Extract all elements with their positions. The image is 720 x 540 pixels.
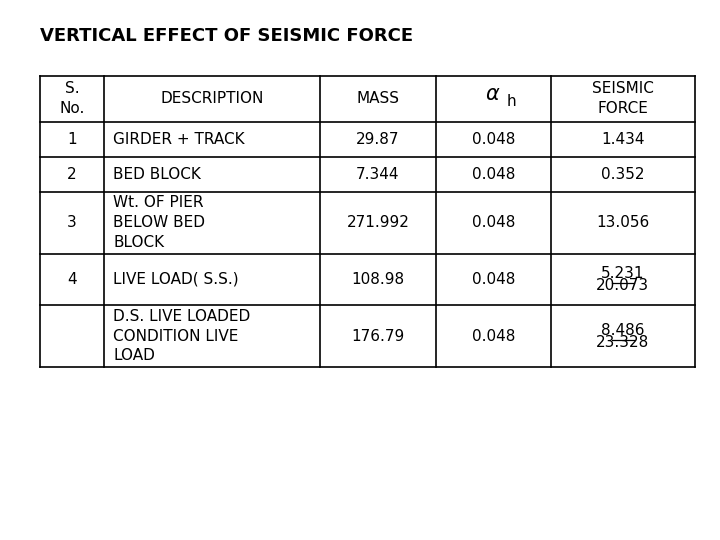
Text: DESCRIPTION: DESCRIPTION [161,91,264,106]
Text: 0.048: 0.048 [472,167,515,181]
Text: 1: 1 [67,132,77,146]
Text: 0.352: 0.352 [601,167,644,181]
Text: 0.048: 0.048 [472,215,515,230]
Text: 23.328: 23.328 [596,335,649,349]
Text: 5.231: 5.231 [601,266,644,281]
Text: 176.79: 176.79 [351,329,405,343]
Text: MASS: MASS [356,91,400,106]
Text: 108.98: 108.98 [351,272,405,287]
Text: 8.486: 8.486 [601,323,644,338]
Text: h: h [506,94,516,109]
Text: 2: 2 [67,167,77,181]
Text: 3: 3 [67,215,77,230]
Text: 0.048: 0.048 [472,132,515,146]
Text: 0.048: 0.048 [472,329,515,343]
Text: 29.87: 29.87 [356,132,400,146]
Text: D.S. LIVE LOADED
CONDITION LIVE
LOAD: D.S. LIVE LOADED CONDITION LIVE LOAD [113,309,251,363]
Text: Wt. OF PIER
BELOW BED
BLOCK: Wt. OF PIER BELOW BED BLOCK [113,195,205,250]
Text: 1.434: 1.434 [601,132,644,146]
Text: GIRDER + TRACK: GIRDER + TRACK [113,132,245,146]
Text: 7.344: 7.344 [356,167,400,181]
Text: BED BLOCK: BED BLOCK [113,167,201,181]
Text: $\alpha$: $\alpha$ [485,84,501,104]
Text: 4: 4 [67,272,77,287]
Text: LIVE LOAD( S.S.): LIVE LOAD( S.S.) [113,272,238,287]
Text: 20.073: 20.073 [596,278,649,293]
Text: 0.048: 0.048 [472,272,515,287]
Text: SEISMIC
FORCE: SEISMIC FORCE [592,81,654,116]
Text: 13.056: 13.056 [596,215,649,230]
Text: S.
No.: S. No. [59,81,85,116]
Text: VERTICAL EFFECT OF SEISMIC FORCE: VERTICAL EFFECT OF SEISMIC FORCE [40,27,413,45]
Text: 271.992: 271.992 [346,215,410,230]
